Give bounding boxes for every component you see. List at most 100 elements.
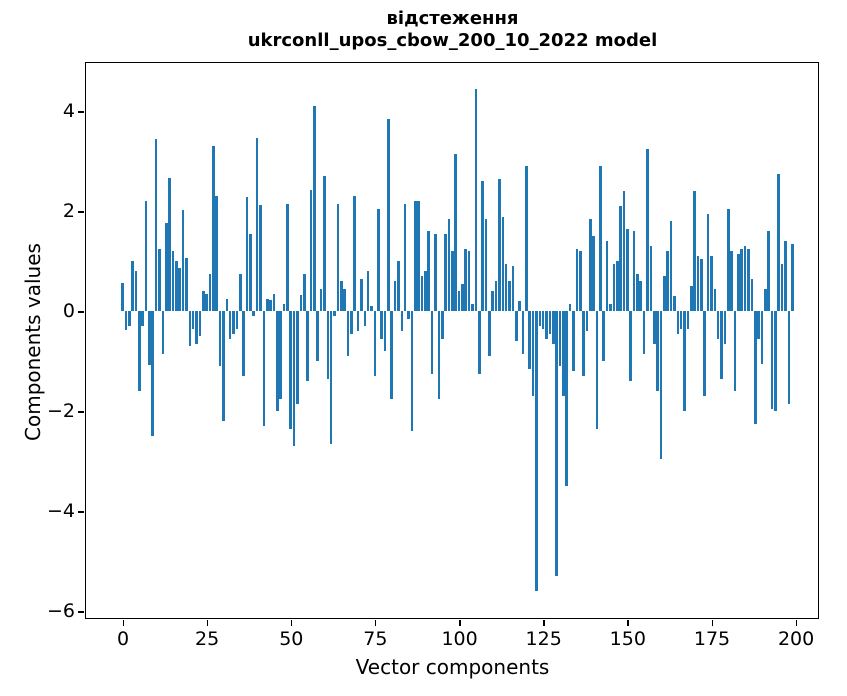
y-tick-label: 0: [62, 299, 75, 322]
bar: [158, 248, 161, 312]
bar: [626, 228, 629, 312]
bar: [737, 253, 740, 312]
chart-title: відстеження ukrconll_upos_cbow_200_10_20…: [85, 8, 820, 52]
bar: [380, 311, 383, 339]
bar: [296, 311, 299, 404]
bar: [726, 208, 730, 312]
bar: [434, 233, 437, 312]
bar: [407, 311, 410, 319]
x-tick-mark: [627, 620, 629, 626]
bar: [663, 276, 666, 312]
bar: [346, 311, 350, 357]
chart-title-line1: відстеження: [386, 8, 519, 29]
bar: [592, 236, 595, 312]
bar: [282, 303, 286, 312]
x-tick-mark: [459, 620, 461, 626]
bar: [629, 311, 632, 382]
bar: [154, 138, 158, 312]
bar: [693, 191, 696, 312]
bar: [225, 298, 229, 312]
bar: [703, 311, 707, 397]
bar: [615, 261, 619, 312]
bar: [498, 178, 501, 312]
bar: [249, 234, 252, 312]
bar: [201, 291, 205, 312]
bar: [568, 303, 572, 312]
y-tick-mark: [78, 311, 84, 313]
bar: [525, 166, 528, 312]
x-tick-mark: [290, 620, 293, 626]
bar: [309, 189, 313, 312]
bar: [578, 251, 582, 312]
bar: [787, 311, 791, 404]
y-axis-label: Components values: [21, 243, 45, 441]
bar: [161, 311, 165, 354]
bar: [790, 243, 794, 312]
bar: [743, 246, 747, 312]
bar: [181, 209, 185, 312]
bar: [198, 311, 202, 337]
bar: [555, 311, 558, 577]
bar: [279, 311, 282, 399]
bar: [245, 197, 249, 312]
bar: [222, 311, 225, 422]
bar: [262, 311, 266, 427]
bar: [215, 196, 219, 312]
bar: [259, 205, 262, 312]
y-tick-mark: [78, 411, 84, 413]
x-tick-mark: [795, 620, 798, 626]
bar: [319, 288, 323, 312]
bar: [565, 311, 569, 487]
bar: [228, 311, 232, 339]
bar: [269, 300, 272, 312]
bar: [188, 311, 192, 347]
bar: [710, 256, 713, 312]
bar: [730, 251, 733, 312]
bar: [659, 311, 663, 459]
bar: [387, 118, 390, 312]
bar: [723, 311, 727, 344]
x-tick-label: 25: [195, 628, 220, 650]
bar: [208, 273, 212, 312]
bar: [501, 217, 505, 312]
bar: [440, 311, 444, 339]
bar: [175, 261, 178, 312]
bar: [760, 311, 764, 364]
bar: [333, 311, 336, 317]
x-tick-label: 125: [525, 628, 562, 650]
bar: [178, 267, 181, 312]
bar: [683, 311, 686, 412]
x-tick-mark: [206, 620, 209, 626]
bar: [447, 218, 451, 312]
bar: [185, 257, 188, 312]
bar: [265, 298, 269, 312]
bar: [595, 311, 599, 429]
x-tick-mark: [374, 620, 377, 626]
bar: [323, 176, 326, 312]
bar: [148, 311, 151, 365]
bar: [484, 218, 488, 312]
bar: [191, 311, 195, 329]
bar: [585, 311, 589, 332]
y-tick-mark: [78, 611, 84, 613]
bar: [343, 288, 346, 312]
bar: [252, 311, 256, 317]
x-axis-label: Vector components: [355, 655, 550, 679]
bar: [713, 288, 717, 312]
bar: [205, 293, 208, 312]
bar: [444, 233, 447, 312]
bar: [424, 271, 427, 312]
bar: [632, 231, 636, 312]
bar: [313, 106, 316, 312]
bar: [212, 146, 215, 312]
bar: [414, 201, 417, 312]
bar: [575, 248, 579, 312]
x-tick-mark: [711, 620, 713, 626]
bar: [451, 251, 454, 312]
bar: [276, 311, 279, 412]
bar: [255, 138, 259, 312]
x-tick-label: 100: [441, 628, 478, 650]
bar: [609, 303, 612, 312]
bar: [679, 311, 683, 329]
